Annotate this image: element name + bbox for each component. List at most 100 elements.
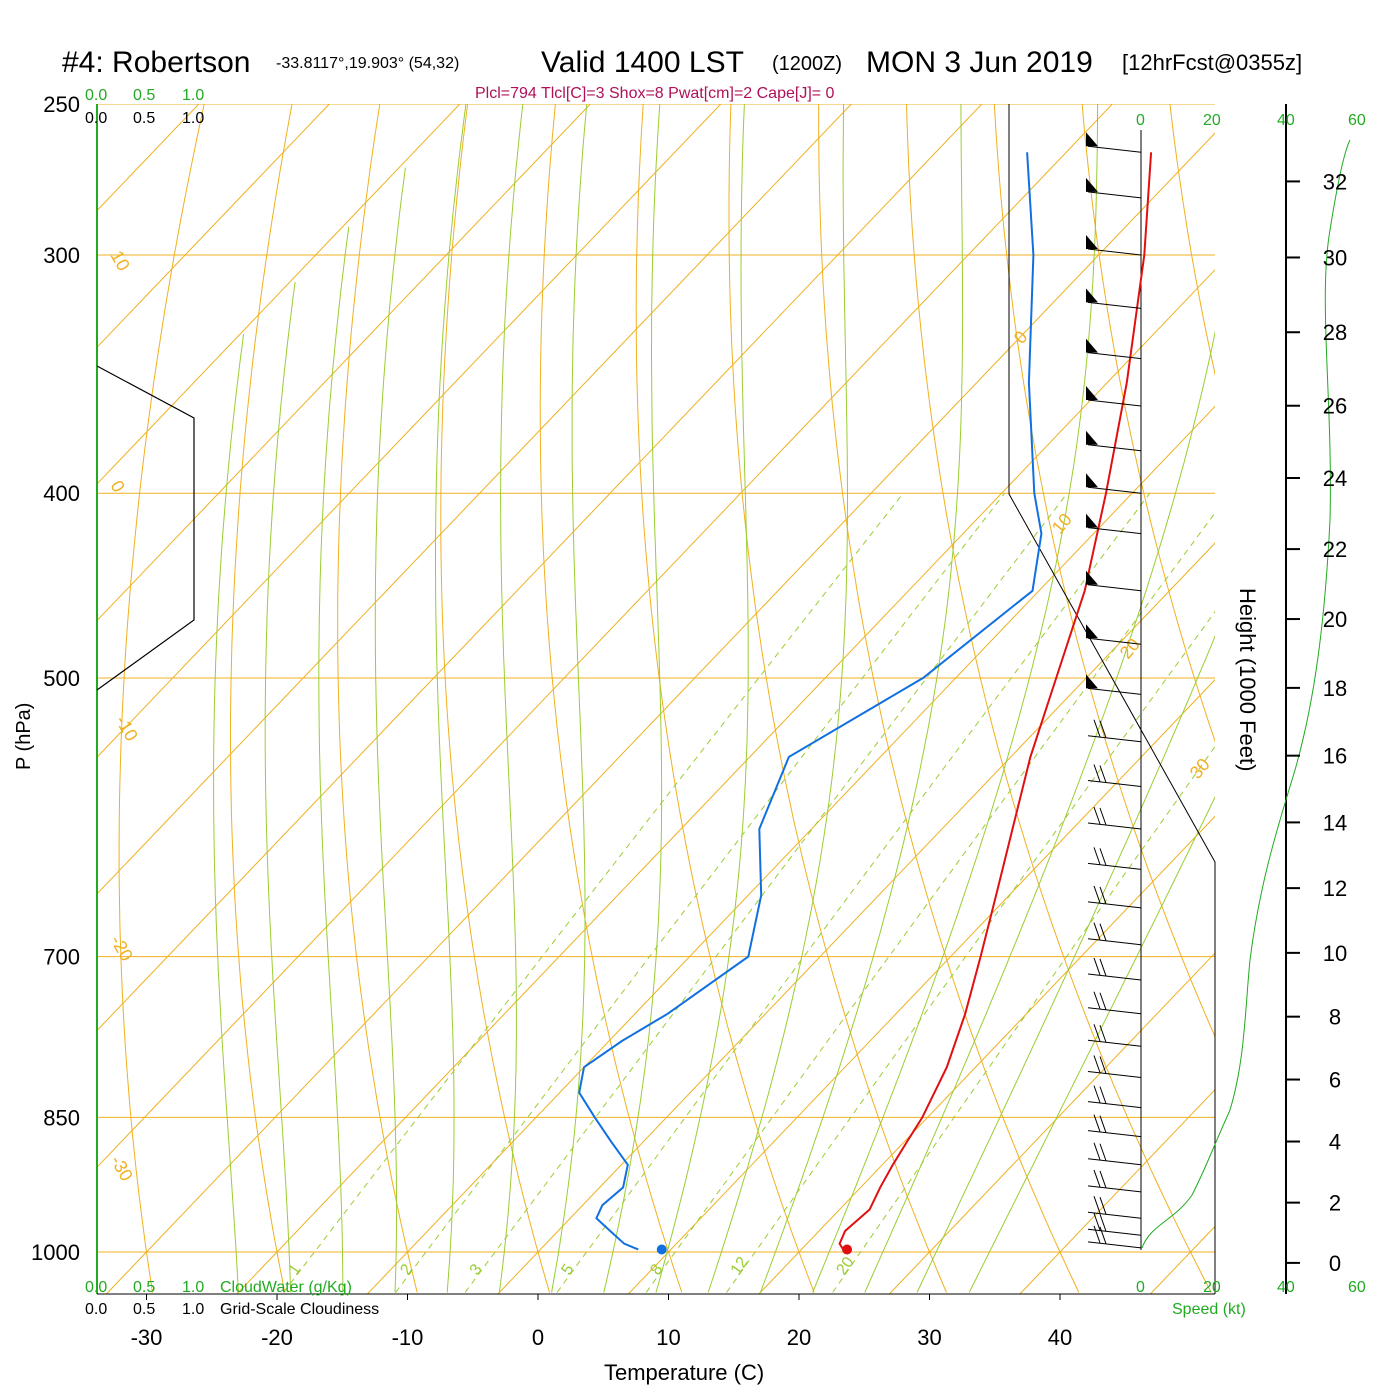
wind-barb-feather [1093, 1114, 1101, 1132]
wind-barb-feather [1093, 764, 1101, 782]
wind-barb [1087, 1225, 1142, 1249]
wind-barb-shaft [1087, 352, 1142, 360]
isotherm-label: 10 [107, 247, 134, 274]
isotherm-line [97, 104, 852, 895]
x-tick-label: 10 [656, 1325, 680, 1350]
wind-barb-feather [1099, 1197, 1107, 1215]
wind-barb [1086, 132, 1142, 153]
isotherm-line [106, 132, 1215, 1294]
height-tick-label: 26 [1323, 394, 1347, 419]
right-frame-line [1008, 104, 1216, 1294]
moist-adiabat-line [213, 333, 245, 1293]
wind-barb-shaft [1087, 637, 1142, 645]
wind-barb-pennant [1086, 288, 1098, 303]
dry-adiabat-line [1345, 104, 1400, 1292]
dry-adiabat-line [1169, 104, 1215, 377]
wind-barb [1086, 338, 1142, 360]
wind-barb-feather [1099, 720, 1107, 738]
moist-adiabat-line [603, 104, 663, 1293]
chart-title-valid: Valid 1400 LST [541, 46, 744, 79]
wind-barb [1086, 674, 1142, 695]
height-tick-label: 0 [1329, 1251, 1341, 1276]
height-tick-label: 22 [1323, 537, 1347, 562]
frame-layer [96, 104, 1351, 1295]
dry-adiabat-line [118, 104, 205, 1293]
p-tick-label: 1000 [31, 1240, 80, 1265]
x-tick-label: 30 [917, 1325, 941, 1350]
height-tick-label: 28 [1323, 320, 1347, 345]
wind-barb-feather [1099, 848, 1107, 866]
x-tick-label: -10 [392, 1325, 424, 1350]
wind-barb-shaft [1087, 862, 1142, 870]
p-tick-label: 500 [43, 666, 80, 691]
moist-adiabat-line [759, 104, 964, 1293]
p-tick-label: 700 [43, 945, 80, 970]
wind-barb-shaft [1087, 901, 1142, 909]
wind-barb [1087, 847, 1142, 870]
wind-barb-feather [1093, 1142, 1101, 1160]
wind-barb [1087, 957, 1142, 981]
wind-barb-shaft [1087, 780, 1142, 788]
wind-barb [1086, 177, 1142, 199]
wind-barb [1087, 719, 1142, 743]
isotherm-line [236, 269, 1215, 1294]
wind-barb [1086, 513, 1142, 535]
cloud-scale-bottom-2: 1.0 [182, 1279, 204, 1296]
wind-barb-shaft [1087, 1241, 1142, 1249]
height-tick-label: 2 [1329, 1191, 1341, 1216]
wind-barb-shaft [1087, 191, 1142, 199]
dry-adiabat-line [539, 104, 683, 1293]
wind-barb-shaft [1087, 1185, 1142, 1193]
x-tick-label: 20 [787, 1325, 811, 1350]
wind-barb-feather [1099, 1056, 1107, 1074]
dry-adiabat-line [337, 104, 418, 1293]
dry-adiabat-line [906, 104, 1212, 1293]
moist-adiabat-line [318, 226, 350, 1293]
wind-barb [1087, 1213, 1142, 1236]
isotherm-line [758, 815, 1215, 1294]
wind-barb-shaft [1087, 1071, 1142, 1078]
height-tick-label: 24 [1323, 466, 1347, 491]
wind-barb [1086, 430, 1142, 452]
speed-tick-top-0: 0 [1136, 112, 1145, 129]
speed-tick-bottom-3: 60 [1348, 1279, 1366, 1296]
wind-barb-shaft [1087, 399, 1142, 407]
wind-barb-feather [1099, 1086, 1107, 1104]
wind-barb-pennant [1086, 513, 1098, 528]
dry-adiabat-line [993, 104, 1215, 1038]
p-tick-label: 400 [43, 481, 80, 506]
wind-barb-feather [1093, 1055, 1101, 1073]
isotherm-line [97, 104, 983, 1032]
dry-adiabat-line [728, 104, 947, 1293]
isotherm-line [497, 542, 1215, 1294]
speed-tick-bottom-0: 0 [1136, 1279, 1145, 1296]
x-tick-label: 0 [532, 1325, 544, 1350]
wind-barb-feather [1099, 923, 1107, 941]
moist-adiabat-line [707, 104, 848, 1293]
isotherm-line [97, 104, 1113, 1168]
cloudwater-label: CloudWater (g/Kg) [220, 1279, 352, 1296]
wind-barb [1086, 385, 1142, 407]
wind-barb-feather [1099, 992, 1107, 1010]
wind-barb-feather [1099, 886, 1107, 905]
mixing-ratio-label: 3 [467, 1261, 486, 1278]
wind-barb-feather [1093, 885, 1101, 904]
mixing-ratio-line [832, 745, 1215, 1293]
wind-barb-pennant [1086, 430, 1098, 445]
height-tick-label: 16 [1323, 744, 1347, 769]
cloud-scale-top-0: 0.0 [85, 87, 107, 104]
chart-params: Plcl=794 Tlcl[C]=3 Shox=8 Pwat[cm]=2 Cap… [475, 85, 835, 102]
wind-barb-feather [1093, 922, 1101, 940]
isotherm-line [1150, 1225, 1215, 1294]
isotherm-line [628, 679, 1215, 1294]
wind-barb-feather [1093, 957, 1101, 976]
isotherm-line [97, 104, 330, 349]
height-tick-label: 18 [1323, 676, 1347, 701]
y-axis-title: P (hPa) [13, 703, 35, 770]
p-tick-label: 300 [43, 243, 80, 268]
wind-barb-pennant [1086, 234, 1098, 249]
chart-title-station: #4: Robertson [62, 46, 250, 79]
wind-barb-shaft [1087, 301, 1142, 309]
wind-barb-feather [1093, 1169, 1101, 1188]
cloudiness-scale-bottom-1: 0.5 [133, 1301, 155, 1318]
